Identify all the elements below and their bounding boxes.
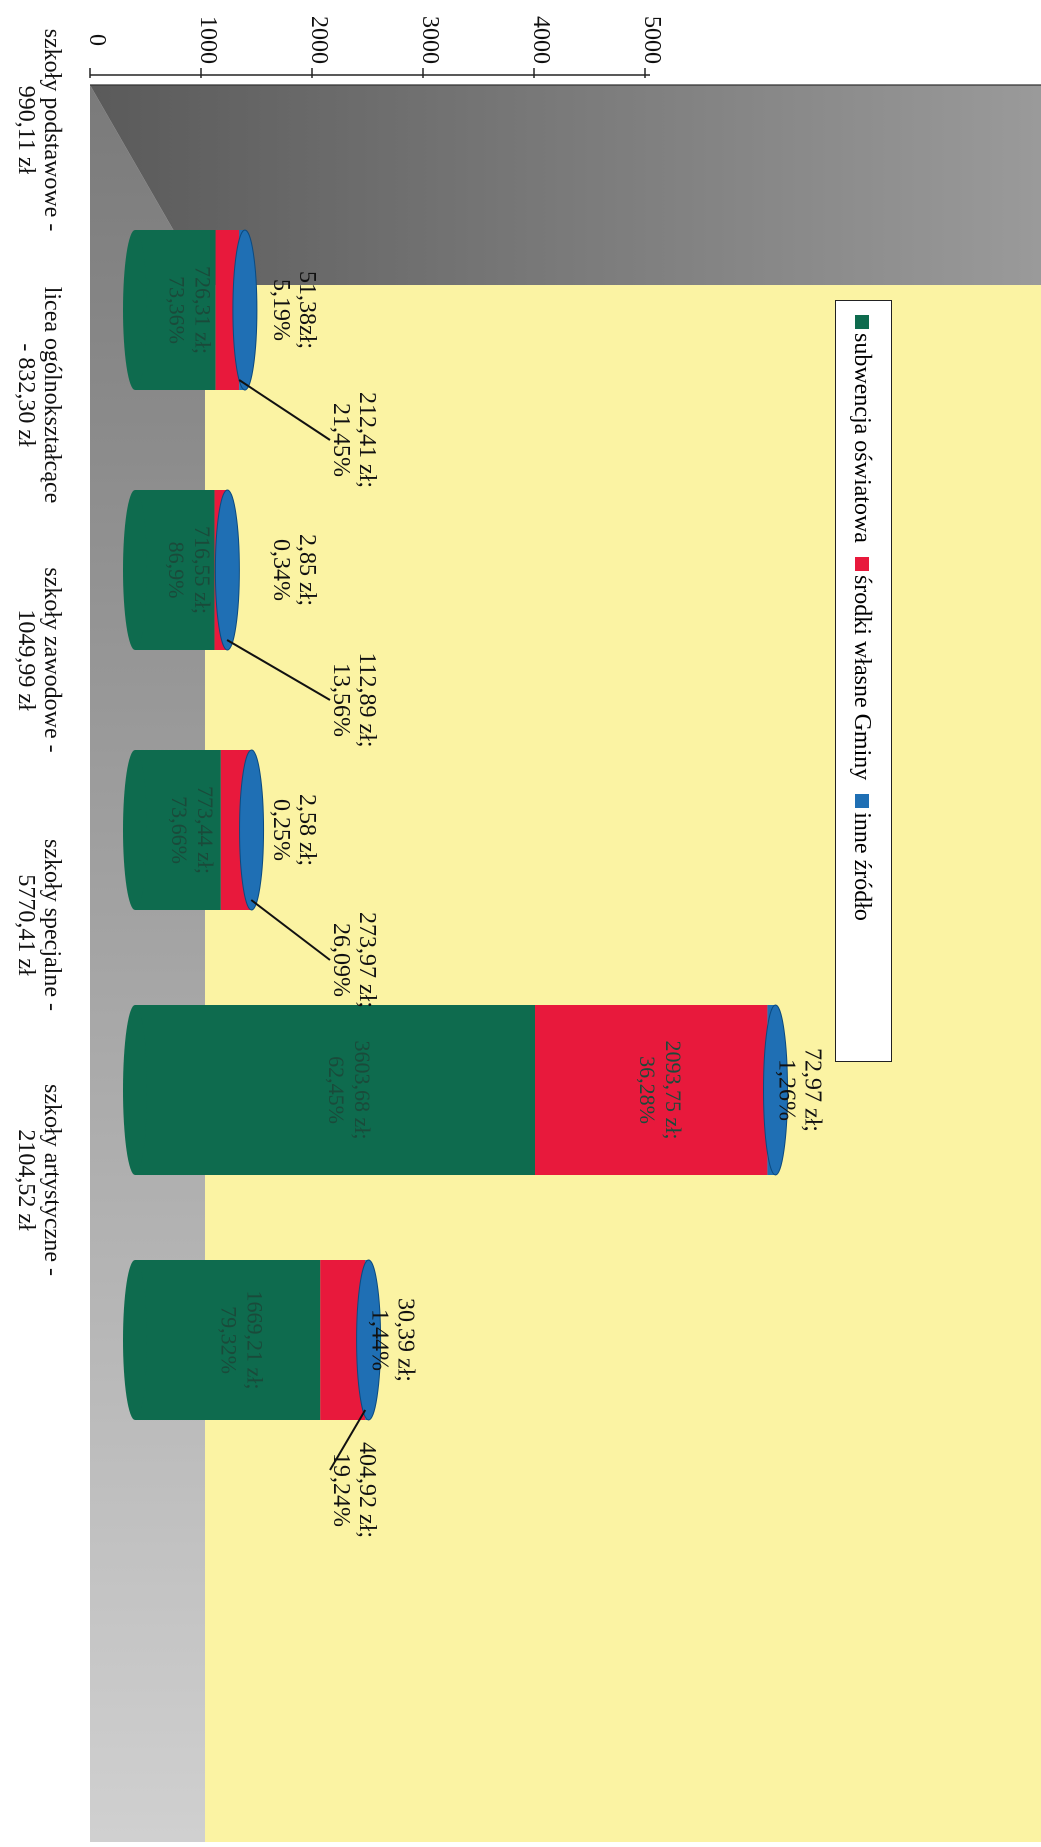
cylinder-bottom [123, 750, 147, 910]
data-label-inne: 2,85 zł;0,34% [268, 534, 320, 606]
category-label: licea ogólnokształcące- 832,30 zł [13, 287, 65, 504]
legend-item-subwencja: subwencja oświatowa [849, 315, 876, 543]
cylinder-top [232, 229, 258, 391]
cylinder-top [356, 1259, 382, 1421]
bar-stack [123, 749, 265, 911]
data-label-subwencja: 716,55 zł;86,9% [164, 526, 215, 614]
category-label: szkoły artystyczne -2104,52 zł [13, 1084, 65, 1276]
data-label-subwencja: 726,31 zł;73,36% [164, 266, 215, 354]
legend-swatch-green [855, 315, 869, 329]
bar-segment [535, 1005, 768, 1175]
cylinder-bottom [123, 230, 147, 390]
leader-line [329, 1409, 367, 1471]
tick-label: 1000 [195, 16, 221, 64]
bars-group [123, 229, 789, 1421]
leader-line [226, 639, 331, 701]
data-label-inne: 51,38zł;5,19% [268, 271, 320, 349]
data-label-srodki: 112,89 zł;13,56% [328, 652, 380, 747]
data-label-subwencja: 3603,68 zł;62,45% [324, 1041, 375, 1140]
side-wall [90, 85, 1041, 285]
data-label-srodki: 404,92 zł;19,24% [328, 1442, 380, 1538]
data-label-srodki: 2093,75 zł;36,28% [635, 1041, 686, 1140]
bar-stack [123, 1259, 382, 1421]
cylinder-top [763, 1004, 789, 1176]
tick-label: 4000 [528, 16, 554, 64]
tick-label: 3000 [417, 16, 443, 64]
bar-segment [135, 1260, 321, 1420]
cylinder-top [239, 749, 265, 911]
data-label-srodki: 212,41 zł;21,45% [328, 392, 380, 488]
leader-line [250, 899, 331, 961]
legend-swatch-red [855, 556, 869, 571]
legend-label: inne źródło [849, 812, 876, 921]
category-label: szkoły podstawowe -990,11 zł [13, 29, 65, 232]
data-labels: 726,31 zł;73,36% 716,55 zł;86,9% 773,44 zł… [164, 266, 826, 1538]
bar-segment [135, 490, 215, 650]
cylinder-bottom [123, 1005, 147, 1175]
cylinder-bottom [123, 490, 147, 650]
value-axis: 0 1000 2000 3000 4000 5000 [84, 16, 665, 78]
legend-label: subwencja oświatowa [849, 333, 876, 543]
category-axis: szkoły podstawowe -990,11 zł licea ogólno… [13, 29, 65, 1276]
category-label: szkoły zawodowe -1049,99 zł [13, 567, 65, 752]
bar-segment [135, 1005, 536, 1175]
cylinder-top [214, 489, 240, 651]
cylinder-bottom [123, 1260, 147, 1420]
legend-swatch-blue [855, 794, 869, 809]
legend-item-inne: inne źródło [849, 794, 876, 921]
legend: subwencja oświatowa środki własne Gminy … [835, 300, 892, 1062]
bar-stack [123, 489, 240, 651]
data-label-subwencja: 773,44 zł;73,66% [167, 786, 218, 874]
bar-segment [135, 750, 221, 910]
bar-stack [123, 229, 258, 391]
data-label-inne: 72,97 zł;1,26% [774, 1048, 826, 1132]
tick-label: 2000 [306, 16, 332, 64]
data-label-inne: 30,39 zł;1,44% [367, 1298, 419, 1382]
legend-item-srodki: środki własne Gminy [849, 556, 876, 781]
category-label: szkoły specjalne -5770,41 zł [13, 839, 65, 1011]
tick-label: 5000 [639, 16, 665, 64]
tick-label: 0 [84, 34, 110, 46]
bar-segment [215, 230, 240, 390]
leader-line [238, 379, 331, 441]
data-label-inne: 2,58 zł;0,25% [268, 794, 320, 866]
bar-stack [123, 1004, 789, 1176]
data-label-subwencja: 1669,21 zł;79,32% [217, 1291, 268, 1390]
bar-segment [135, 230, 216, 390]
legend-label: środki własne Gminy [849, 574, 876, 781]
data-label-srodki: 273,97 zł;26,09% [328, 912, 380, 1008]
